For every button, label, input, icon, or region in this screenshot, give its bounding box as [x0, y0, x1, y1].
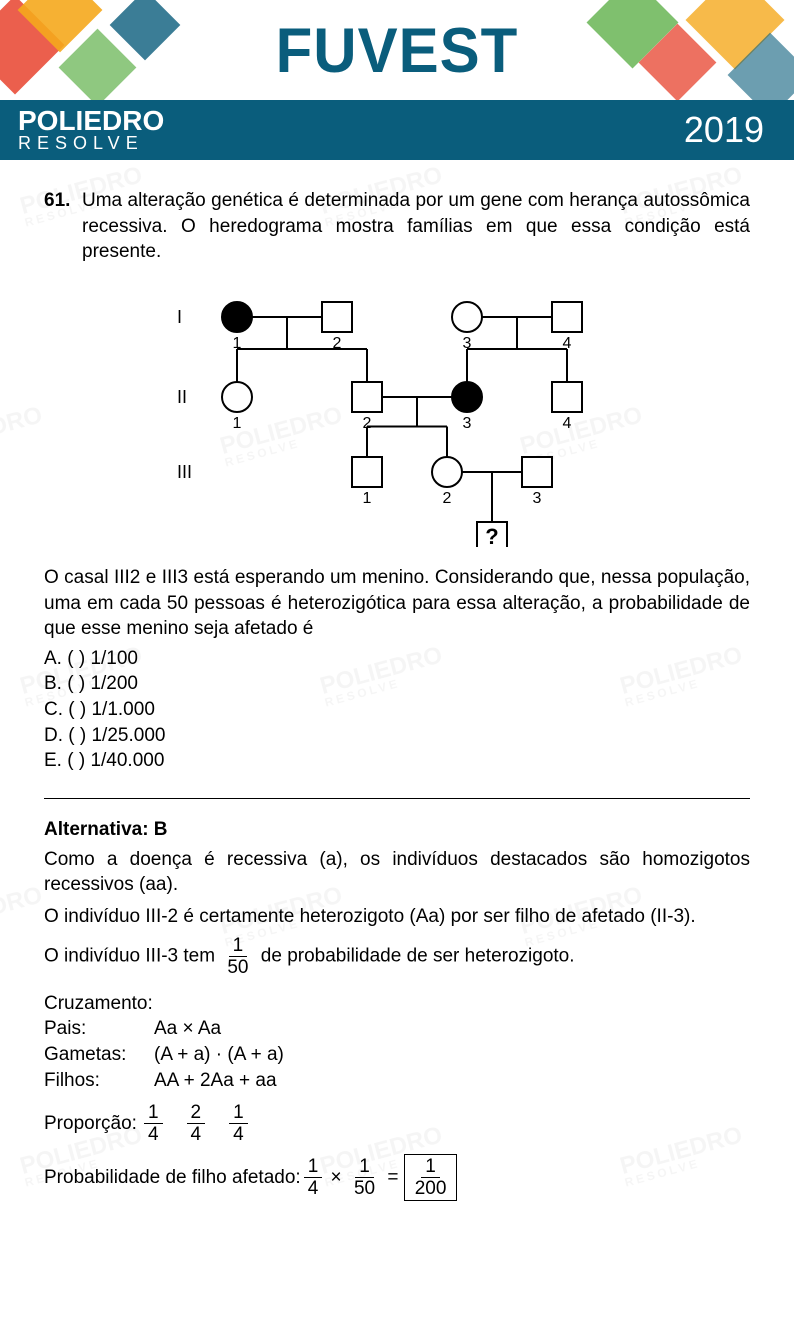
- svg-text:2: 2: [333, 335, 342, 352]
- option: E. ( ) 1/40.000: [44, 748, 750, 774]
- svg-text:3: 3: [533, 490, 542, 507]
- cross-row: Filhos:AA + 2Aa + aa: [44, 1068, 750, 1094]
- proportion-row: Proporção: 14 24 14: [44, 1103, 750, 1144]
- brand-bar: POLIEDRO RESOLVE 2019: [0, 100, 794, 160]
- svg-text:1: 1: [233, 335, 242, 352]
- frac-1-50: 1 50: [223, 936, 252, 977]
- question-row: 61. Uma alteração genética é determinada…: [44, 188, 750, 265]
- explanation: Como a doença é recessiva (a), os indiví…: [44, 847, 750, 1201]
- prob-result-box: 1 200: [404, 1154, 458, 1201]
- probability-row: Probabilidade de filho afetado: 1 4 × 1 …: [44, 1154, 750, 1201]
- svg-text:III: III: [177, 462, 192, 482]
- prob-result: 1 200: [411, 1157, 451, 1198]
- cross-row: Pais:Aa × Aa: [44, 1016, 750, 1042]
- divider: [44, 798, 750, 799]
- cross-row: Gametas:(A + a) · (A + a): [44, 1042, 750, 1068]
- question-number: 61.: [44, 188, 82, 265]
- svg-text:2: 2: [363, 415, 372, 432]
- expl-p1: Como a doença é recessiva (a), os indiví…: [44, 847, 750, 898]
- svg-text:II: II: [177, 387, 187, 407]
- svg-text:1: 1: [363, 490, 372, 507]
- exam-year: 2019: [684, 109, 764, 151]
- hero-banner: FUVEST: [0, 0, 794, 100]
- poliedro-top: POLIEDRO: [18, 108, 164, 135]
- options-list: A. ( ) 1/100B. ( ) 1/200C. ( ) 1/1.000D.…: [44, 646, 750, 774]
- expl-p2: O indivíduo III-2 é certamente heterozig…: [44, 904, 750, 930]
- svg-text:I: I: [177, 307, 182, 327]
- option: D. ( ) 1/25.000: [44, 723, 750, 749]
- svg-text:3: 3: [463, 415, 472, 432]
- pedigree-svg: IIIIII12341234123?: [167, 277, 627, 547]
- option: A. ( ) 1/100: [44, 646, 750, 672]
- cross-title: Cruzamento:: [44, 991, 750, 1017]
- pedigree-diagram: IIIIII12341234123?: [44, 277, 750, 547]
- option: C. ( ) 1/1.000: [44, 697, 750, 723]
- svg-text:?: ?: [485, 524, 498, 547]
- cross-table: Cruzamento: Pais:Aa × AaGametas:(A + a) …: [44, 991, 750, 1094]
- probability-label: Probabilidade de filho afetado:: [44, 1165, 301, 1191]
- question-stem-1: Uma alteração genética é determinada por…: [82, 188, 750, 265]
- svg-text:2: 2: [443, 490, 452, 507]
- answer-label: Alternativa: B: [44, 817, 750, 843]
- proportion-label: Proporção:: [44, 1111, 137, 1137]
- svg-text:3: 3: [463, 335, 472, 352]
- option: B. ( ) 1/200: [44, 671, 750, 697]
- exam-title: FUVEST: [276, 14, 519, 86]
- prop-frac: 24: [187, 1103, 206, 1144]
- poliedro-logo: POLIEDRO RESOLVE: [18, 108, 164, 152]
- expl-p3: O indivíduo III-3 tem 1 50 de probabilid…: [44, 936, 750, 977]
- prop-frac: 14: [144, 1103, 163, 1144]
- svg-text:1: 1: [233, 415, 242, 432]
- svg-text:4: 4: [563, 415, 572, 432]
- poliedro-bot: RESOLVE: [18, 135, 164, 152]
- prob-f1: 1 4: [304, 1157, 323, 1198]
- prop-frac: 14: [229, 1103, 248, 1144]
- page-content: 61. Uma alteração genética é determinada…: [0, 160, 794, 1221]
- question-stem-2: O casal III2 e III3 está esperando um me…: [44, 565, 750, 642]
- svg-text:4: 4: [563, 335, 572, 352]
- prob-f2: 1 50: [350, 1157, 379, 1198]
